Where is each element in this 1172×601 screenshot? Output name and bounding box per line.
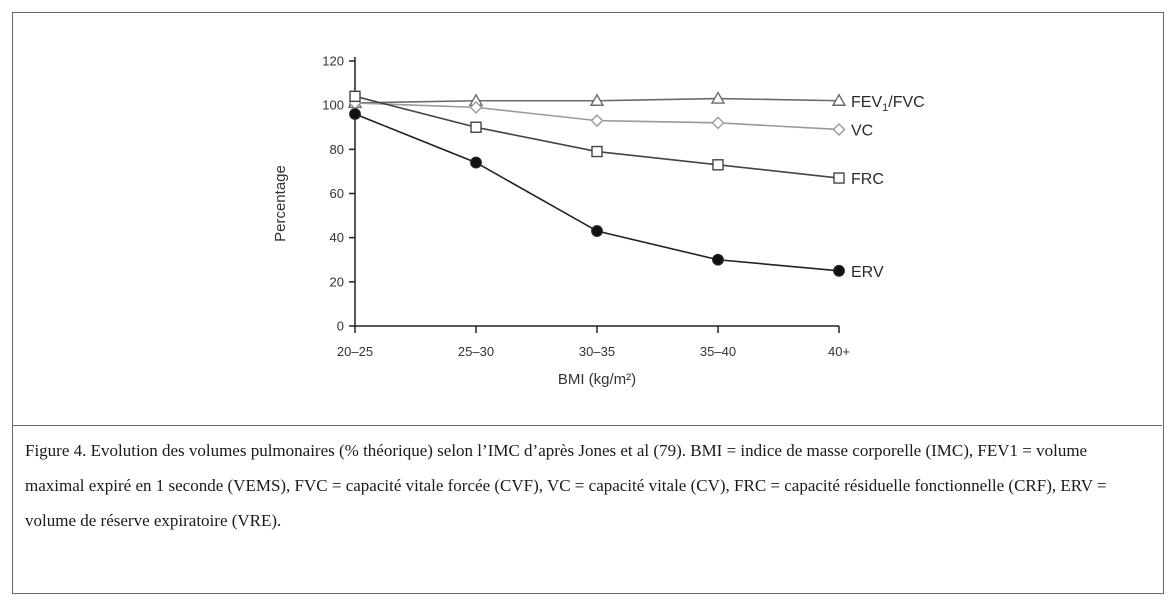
y-tick-label: 60 <box>330 186 344 201</box>
series-labels: FEV1/FVC VC FRC ERV <box>851 94 925 281</box>
data-point <box>470 156 482 169</box>
line-chart: 0 20 40 60 80 100 120 20–25 25–30 30–35 35–40 40+ BM… <box>272 54 925 389</box>
data-point <box>349 108 361 120</box>
data-point <box>712 253 724 266</box>
data-point <box>591 225 603 237</box>
data-point <box>589 93 605 106</box>
series-label: FEV1/FVC <box>851 94 925 114</box>
series-line <box>354 113 840 272</box>
data-point <box>591 145 603 158</box>
x-tick-label: 35–40 <box>700 344 736 359</box>
x-tick-label: 25–30 <box>458 344 494 359</box>
y-tick-label: 120 <box>322 54 344 69</box>
series-line <box>354 95 840 179</box>
y-axis-title: Percentage <box>272 165 289 242</box>
y-tick-label: 40 <box>330 230 344 245</box>
data-point <box>349 90 361 103</box>
data-point <box>833 172 845 184</box>
y-tick-label: 20 <box>330 274 344 289</box>
data-point <box>711 116 725 130</box>
data-point <box>712 159 724 171</box>
series-label: VC <box>851 122 873 139</box>
data-point <box>469 100 483 114</box>
data-point <box>831 93 847 106</box>
y-tick-label: 0 <box>337 319 344 334</box>
data-point <box>590 114 604 128</box>
x-tick-label: 20–25 <box>337 344 373 359</box>
series-markers <box>347 90 847 277</box>
series-label: ERV <box>851 264 884 281</box>
y-tick-label: 80 <box>330 142 344 157</box>
figure-frame: 0 20 40 60 80 100 120 20–25 25–30 30–35 35–40 40+ BM… <box>12 12 1164 594</box>
data-point <box>470 121 482 133</box>
x-axis-title: BMI (kg/m²) <box>558 371 636 388</box>
data-point <box>710 91 726 104</box>
y-tick-label: 100 <box>322 98 344 113</box>
x-tick-label: 30–35 <box>579 344 615 359</box>
series-label: FRC <box>851 171 884 188</box>
data-point <box>832 122 846 136</box>
plot-area: 0 20 40 60 80 100 120 20–25 25–30 30–35 35–40 40+ BM… <box>13 13 1162 426</box>
x-tick-label: 40+ <box>828 344 850 359</box>
data-point <box>833 264 845 277</box>
axes: 0 20 40 60 80 100 120 20–25 25–30 30–35 35–40 40+ BM… <box>272 54 850 389</box>
figure-caption: Figure 4. Evolution des volumes pulmonai… <box>25 441 1107 530</box>
